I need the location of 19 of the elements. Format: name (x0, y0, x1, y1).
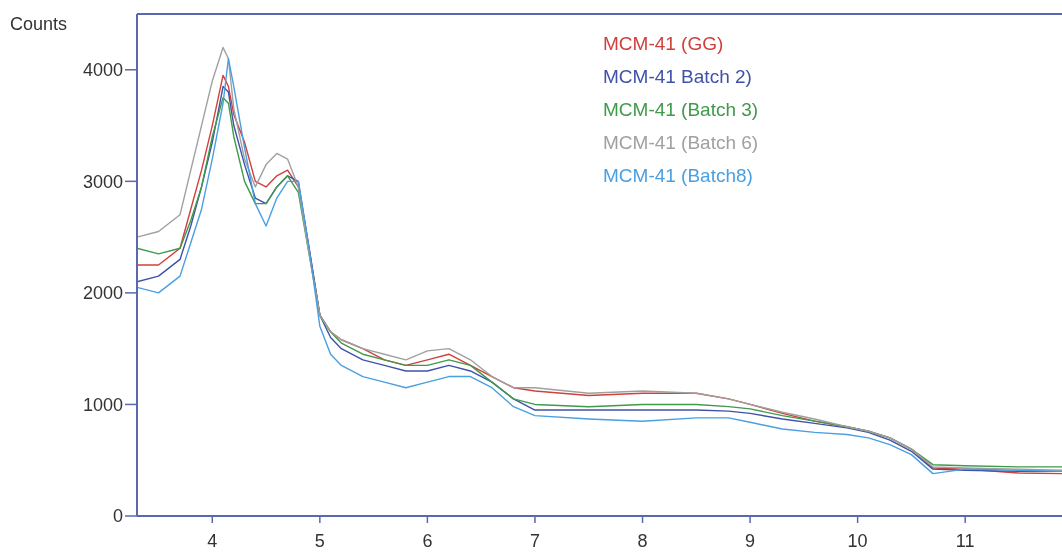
text: MCM-41 Batch 2) (603, 66, 752, 87)
y-tick-label: 4000 (82, 60, 123, 81)
x-tick-label: 11 (955, 531, 975, 551)
text: MCM-41 (Batch 6) (603, 132, 759, 153)
x-tick-label: 7 (529, 531, 540, 551)
y-tick-label: 1000 (82, 394, 123, 415)
x-tick-label: 10 (847, 531, 868, 551)
y-axis-title: Counts (10, 14, 68, 34)
x-tick-label: 4 (207, 531, 218, 551)
text: MCM-41 (Batch8) (603, 165, 753, 186)
y-tick-label: 3000 (82, 171, 123, 192)
x-tick-label: 9 (745, 531, 756, 551)
y-tick-label: 2000 (82, 283, 123, 304)
x-tick-label: 8 (637, 531, 648, 551)
y-tick-label: 0 (112, 506, 123, 527)
x-tick-label: 5 (314, 531, 325, 551)
x-tick-label: 6 (422, 531, 433, 551)
text: MCM-41 (Batch 3) (603, 99, 759, 120)
text: MCM-41 (GG) (603, 33, 724, 54)
